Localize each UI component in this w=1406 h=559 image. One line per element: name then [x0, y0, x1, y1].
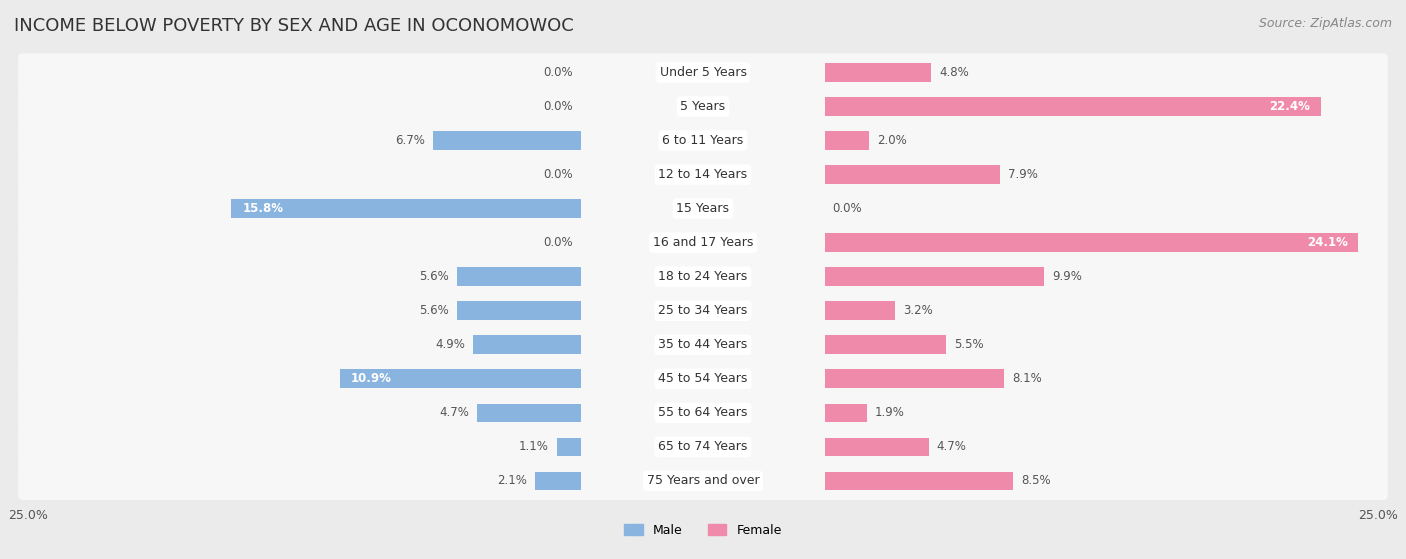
Bar [824, 131, 869, 150]
Text: 65 to 74 Years: 65 to 74 Years [658, 440, 748, 453]
Bar [824, 267, 1043, 286]
Text: 3.2%: 3.2% [904, 304, 934, 318]
Text: 75 Years and over: 75 Years and over [647, 475, 759, 487]
Bar [824, 165, 1000, 184]
Bar [824, 404, 866, 422]
Bar [824, 63, 931, 82]
Bar [457, 267, 582, 286]
Text: 2.1%: 2.1% [496, 475, 527, 487]
Text: 45 to 54 Years: 45 to 54 Years [658, 372, 748, 385]
Text: 0.0%: 0.0% [544, 168, 574, 181]
Bar [340, 369, 582, 388]
Text: 1.1%: 1.1% [519, 440, 548, 453]
Text: 5 Years: 5 Years [681, 100, 725, 113]
Text: Source: ZipAtlas.com: Source: ZipAtlas.com [1258, 17, 1392, 30]
Text: 5.5%: 5.5% [955, 338, 984, 351]
Bar [534, 472, 582, 490]
Bar [824, 369, 1004, 388]
Bar [824, 472, 1012, 490]
Text: 24.1%: 24.1% [1306, 236, 1348, 249]
Bar [824, 301, 896, 320]
Text: 0.0%: 0.0% [544, 66, 574, 79]
FancyBboxPatch shape [18, 360, 1388, 398]
FancyBboxPatch shape [18, 53, 1388, 92]
FancyBboxPatch shape [18, 462, 1388, 500]
Text: 4.9%: 4.9% [434, 338, 465, 351]
Text: 15.8%: 15.8% [242, 202, 283, 215]
Text: 16 and 17 Years: 16 and 17 Years [652, 236, 754, 249]
Text: 22.4%: 22.4% [1270, 100, 1310, 113]
Text: 25 to 34 Years: 25 to 34 Years [658, 304, 748, 318]
Text: 0.0%: 0.0% [832, 202, 862, 215]
FancyBboxPatch shape [18, 224, 1388, 262]
Text: 4.8%: 4.8% [939, 66, 969, 79]
FancyBboxPatch shape [18, 121, 1388, 159]
Text: 9.9%: 9.9% [1052, 270, 1081, 283]
Text: 6 to 11 Years: 6 to 11 Years [662, 134, 744, 147]
Text: 5.6%: 5.6% [419, 270, 450, 283]
Bar [824, 438, 929, 456]
Text: 15 Years: 15 Years [676, 202, 730, 215]
Bar [557, 438, 582, 456]
Bar [457, 301, 582, 320]
Text: 4.7%: 4.7% [936, 440, 967, 453]
Text: 5.6%: 5.6% [419, 304, 450, 318]
Bar [232, 199, 582, 218]
Text: 35 to 44 Years: 35 to 44 Years [658, 338, 748, 351]
FancyBboxPatch shape [18, 155, 1388, 193]
Text: 0.0%: 0.0% [544, 100, 574, 113]
Text: 12 to 14 Years: 12 to 14 Years [658, 168, 748, 181]
Text: INCOME BELOW POVERTY BY SEX AND AGE IN OCONOMOWOC: INCOME BELOW POVERTY BY SEX AND AGE IN O… [14, 17, 574, 35]
FancyBboxPatch shape [18, 394, 1388, 432]
Text: 7.9%: 7.9% [1008, 168, 1038, 181]
Legend: Male, Female: Male, Female [619, 519, 787, 542]
Text: 4.7%: 4.7% [439, 406, 470, 419]
Text: 8.5%: 8.5% [1021, 475, 1050, 487]
FancyBboxPatch shape [18, 292, 1388, 330]
Bar [433, 131, 582, 150]
Text: 18 to 24 Years: 18 to 24 Years [658, 270, 748, 283]
FancyBboxPatch shape [18, 428, 1388, 466]
Text: 0.0%: 0.0% [544, 236, 574, 249]
FancyBboxPatch shape [18, 258, 1388, 296]
Text: 1.9%: 1.9% [875, 406, 904, 419]
FancyBboxPatch shape [18, 87, 1388, 126]
Text: 55 to 64 Years: 55 to 64 Years [658, 406, 748, 419]
FancyBboxPatch shape [18, 190, 1388, 228]
Text: 6.7%: 6.7% [395, 134, 425, 147]
Text: 8.1%: 8.1% [1012, 372, 1042, 385]
FancyBboxPatch shape [18, 326, 1388, 364]
Bar [477, 404, 582, 422]
Text: Under 5 Years: Under 5 Years [659, 66, 747, 79]
Text: 10.9%: 10.9% [350, 372, 392, 385]
Text: 2.0%: 2.0% [877, 134, 907, 147]
Bar [824, 97, 1320, 116]
Bar [824, 335, 946, 354]
Bar [472, 335, 582, 354]
Bar [824, 233, 1358, 252]
